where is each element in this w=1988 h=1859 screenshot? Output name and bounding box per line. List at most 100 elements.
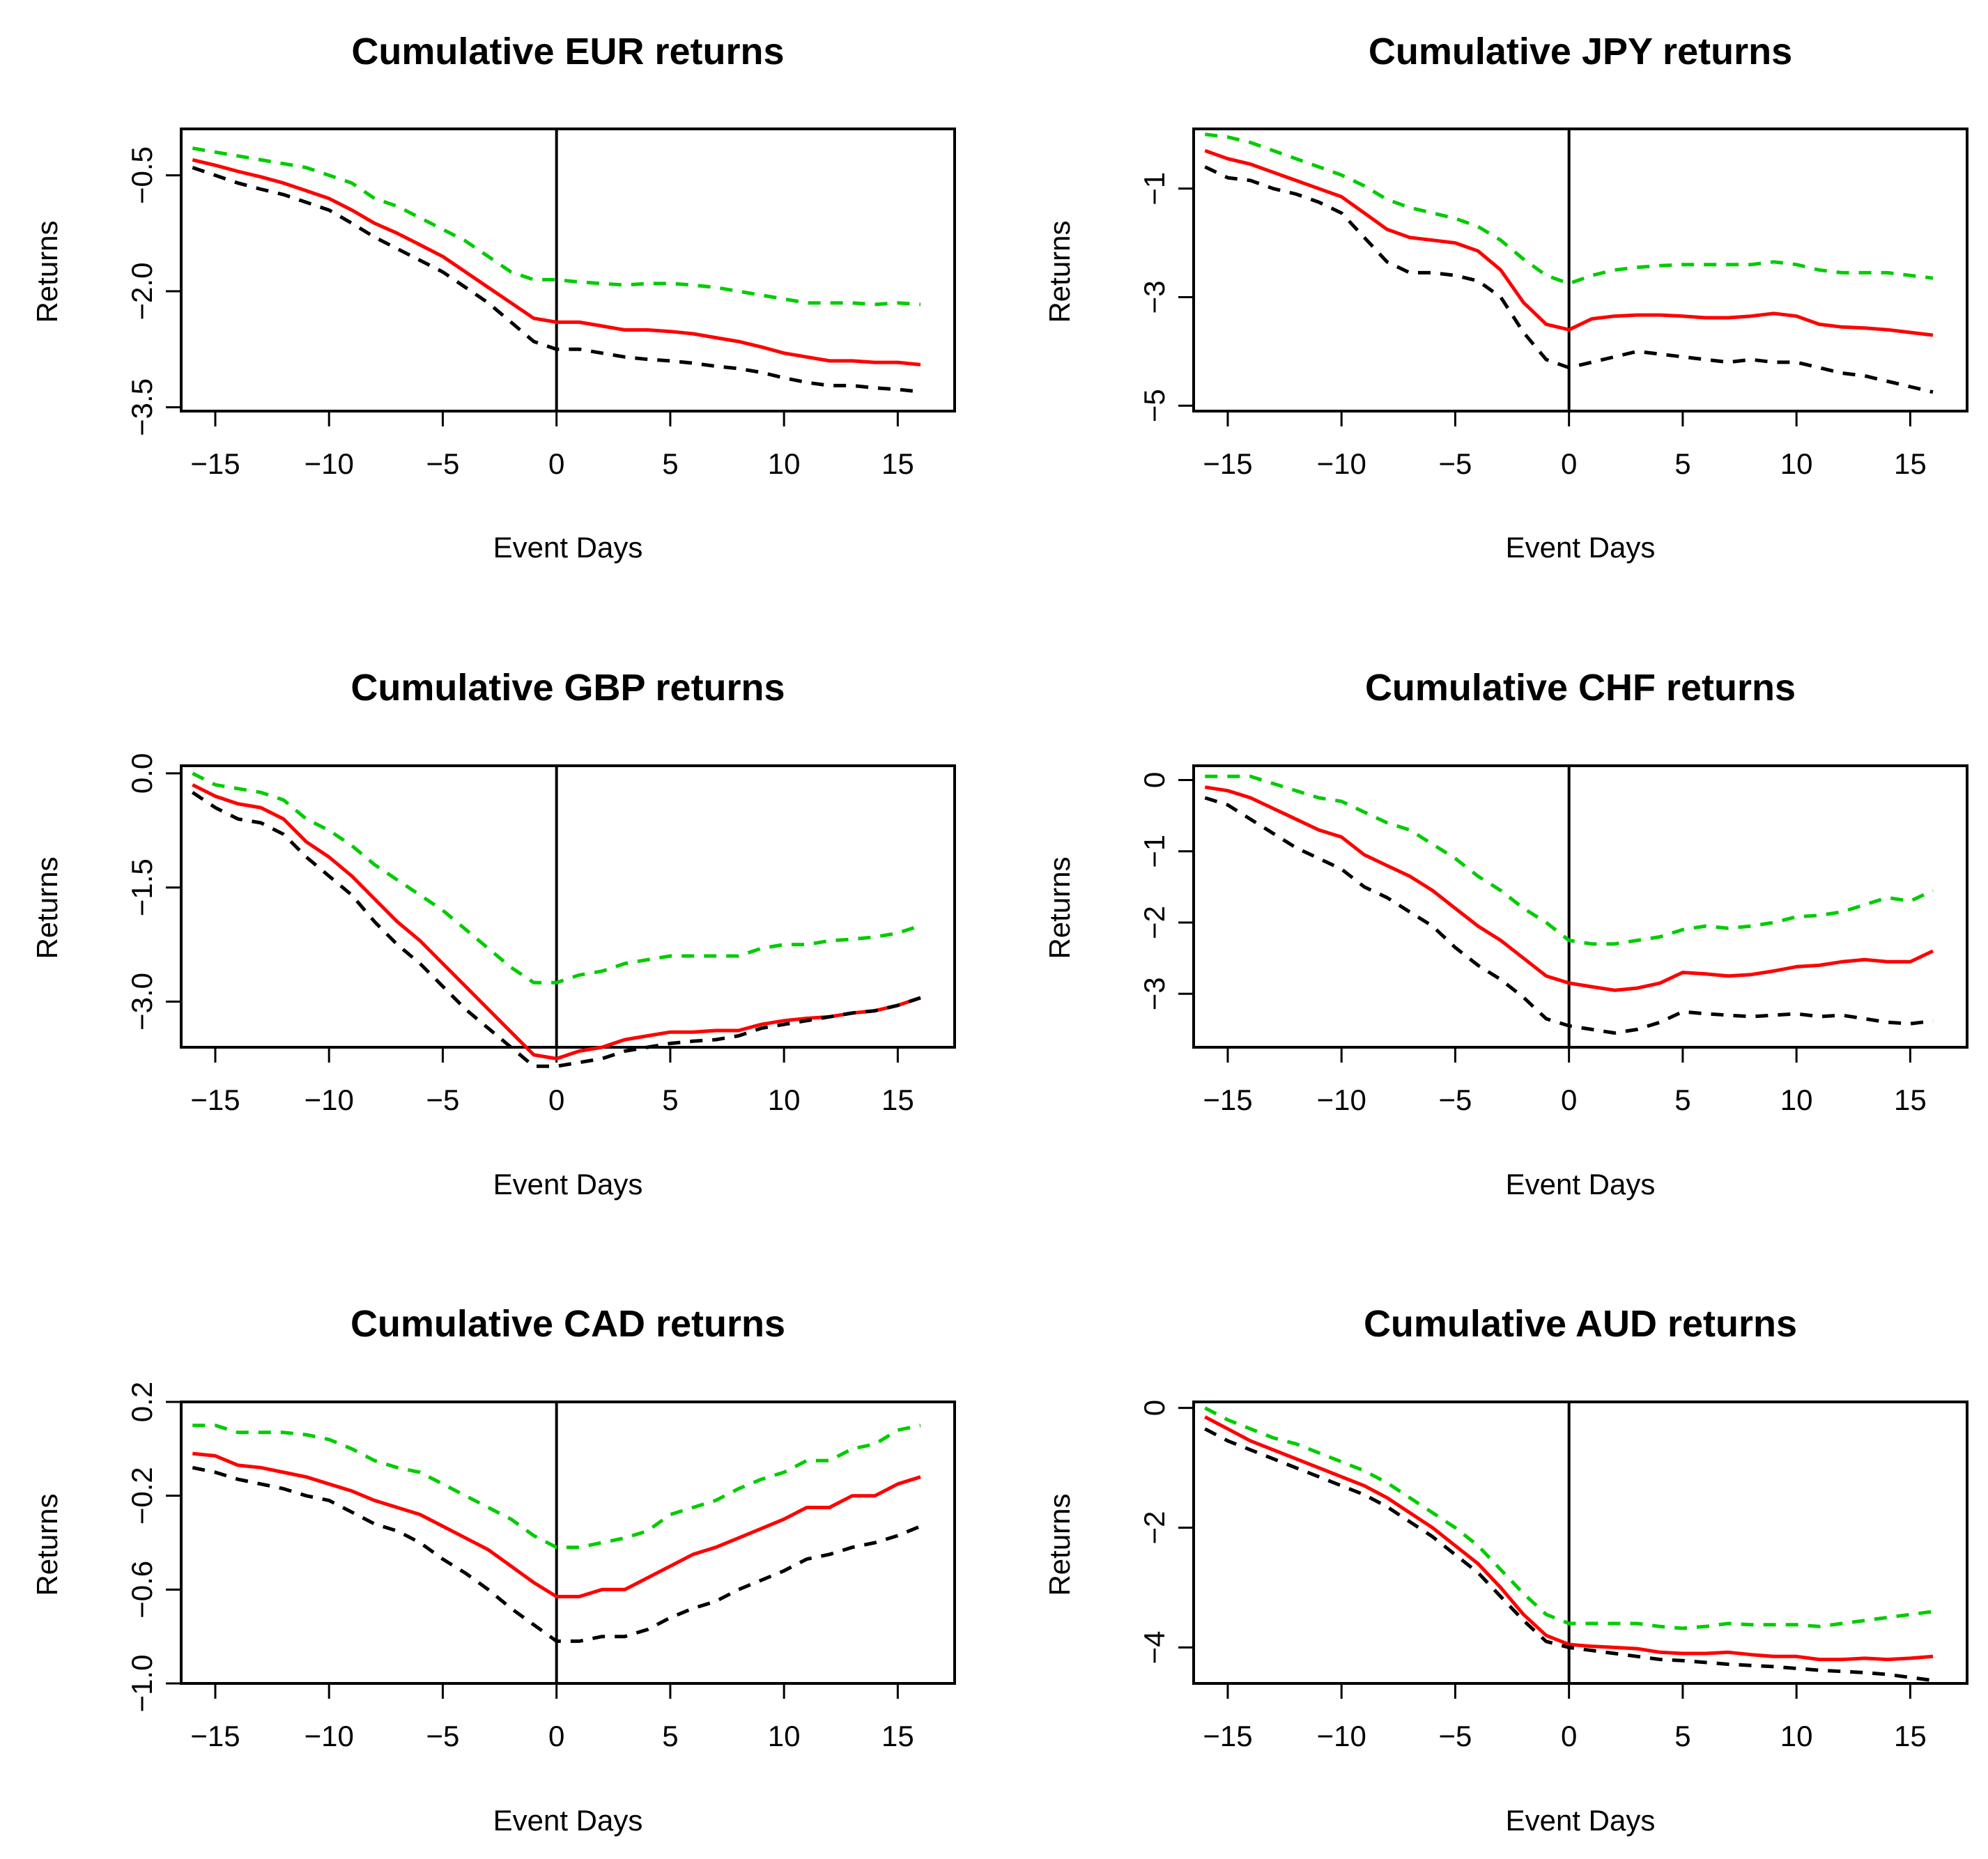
plot-frame <box>1192 764 1968 1049</box>
y-axis: −0.5 −2.0 −3.5 <box>125 146 183 436</box>
x-axis-label: Event Days <box>493 531 643 564</box>
y-axis-label: Returns <box>1043 1493 1076 1596</box>
x-tick-label: −5 <box>426 1083 459 1116</box>
y-tick-label: −0.2 <box>125 1467 158 1525</box>
x-axis-label: Event Days <box>1506 1804 1656 1837</box>
x-tick-label: −5 <box>1438 1720 1472 1752</box>
y-axis-label: Returns <box>31 1493 63 1596</box>
plot-area: −15 −10 −5 0 5 10 15 −1 −3 −5 <box>1138 128 1968 480</box>
plot-frame <box>180 764 956 1049</box>
x-tick-label: 0 <box>1561 1083 1577 1116</box>
x-tick-label: 5 <box>1674 447 1690 480</box>
y-tick-label: −3 <box>1138 977 1171 1010</box>
y-tick-label: −3 <box>1138 280 1171 314</box>
series-lower-line <box>192 166 921 394</box>
panel-eur: Cumulative EUR returns −15 −10 −5 0 5 10 15 −0.… <box>31 31 956 564</box>
x-tick-label: −15 <box>190 447 240 480</box>
x-axis: −15 −10 −5 0 5 10 15 <box>1203 1682 1927 1752</box>
y-tick-label: −2 <box>1138 906 1171 939</box>
x-tick-label: 10 <box>1780 1083 1813 1116</box>
y-tick-label: −1.0 <box>125 1655 158 1713</box>
x-tick-label: 15 <box>881 447 914 480</box>
y-axis: 0.2 −0.2 −0.6 −1.0 <box>125 1382 183 1713</box>
panel-title: Cumulative AUD returns <box>1364 1303 1797 1345</box>
x-tick-label: −5 <box>1438 1083 1472 1116</box>
x-tick-label: 5 <box>662 1083 678 1116</box>
x-tick-label: 0 <box>548 1720 564 1752</box>
x-tick-label: 10 <box>1780 1720 1813 1752</box>
x-axis: −15 −10 −5 0 5 10 15 <box>1203 1046 1927 1116</box>
y-axis: 0 −1 −2 −3 <box>1138 772 1195 1010</box>
x-tick-label: 10 <box>768 1720 801 1752</box>
x-tick-label: 5 <box>662 447 678 480</box>
panel-aud: Cumulative AUD returns −15 −10 −5 0 5 10 15 0 −2… <box>1043 1303 1968 1837</box>
x-tick-label: 5 <box>662 1720 678 1752</box>
x-tick-label: −15 <box>190 1720 240 1752</box>
series-mean-line <box>1204 148 1934 337</box>
panel-gbp: Cumulative GBP returns −15 −10 −5 0 5 10 15 0.0… <box>31 667 956 1201</box>
x-axis-label: Event Days <box>1506 531 1656 564</box>
series-upper-line <box>192 771 921 985</box>
y-tick-label: −1 <box>1138 835 1171 868</box>
x-tick-label: 15 <box>881 1720 914 1752</box>
y-tick-label: −0.6 <box>125 1561 158 1619</box>
x-tick-label: −10 <box>1317 447 1366 480</box>
y-tick-label: −5 <box>1138 389 1171 422</box>
plot-frame <box>1192 128 1968 412</box>
x-axis: −15 −10 −5 0 5 10 15 <box>190 1046 914 1116</box>
series-mean-line <box>192 1451 921 1598</box>
x-tick-label: 0 <box>1561 1720 1577 1752</box>
x-tick-label: −10 <box>305 1083 354 1116</box>
x-axis: −15 −10 −5 0 5 10 15 <box>1203 410 1927 480</box>
series-lower-line <box>1204 796 1934 1035</box>
y-axis-label: Returns <box>31 220 63 323</box>
x-tick-label: −15 <box>190 1083 240 1116</box>
x-axis: −15 −10 −5 0 5 10 15 <box>190 410 914 480</box>
x-tick-label: 15 <box>1894 1083 1927 1116</box>
y-tick-label: −0.5 <box>125 146 158 204</box>
x-tick-label: −15 <box>1203 1720 1252 1752</box>
x-tick-label: −15 <box>1203 1083 1252 1116</box>
plot-area: −15 −10 −5 0 5 10 15 0 −2 −4 <box>1138 1400 1968 1752</box>
panel-title: Cumulative EUR returns <box>351 31 784 72</box>
y-tick-label: 0.2 <box>125 1382 158 1422</box>
series-upper-line <box>192 146 921 307</box>
series-lower-line <box>1204 1427 1934 1683</box>
x-tick-label: 0 <box>548 1083 564 1116</box>
series-mean-line <box>192 157 921 367</box>
x-tick-label: −15 <box>1203 447 1252 480</box>
x-tick-label: −10 <box>305 1720 354 1752</box>
x-axis: −15 −10 −5 0 5 10 15 <box>190 1682 914 1752</box>
series-lower-line <box>191 791 921 1068</box>
panel-jpy: Cumulative JPY returns −15 −10 −5 0 5 10 15−1−… <box>1043 31 1968 564</box>
plot-area: −15 −10 −5 0 5 10 15 0.2 −0.2 −0.6 −1.0 <box>125 1382 956 1752</box>
plot-frame <box>180 1401 956 1685</box>
y-tick-label: −1 <box>1138 172 1171 206</box>
plot-area: −15 −10 −5 0 5 10 15 0.0 −1.5 −3.0 <box>125 753 956 1116</box>
x-tick-label: 0 <box>1561 447 1577 480</box>
y-tick-label: 0 <box>1138 1400 1171 1416</box>
x-tick-label: 10 <box>768 447 801 480</box>
y-axis-label: Returns <box>1043 856 1076 959</box>
panel-title: Cumulative GBP returns <box>350 667 785 709</box>
plot-frame <box>180 128 956 412</box>
x-tick-label: −5 <box>426 1720 459 1752</box>
series-upper-line <box>1204 1406 1934 1630</box>
plot-frame <box>1192 1401 1968 1685</box>
x-tick-label: −5 <box>426 447 459 480</box>
y-tick-label: −1.5 <box>125 858 158 916</box>
x-tick-label: −10 <box>1317 1083 1366 1116</box>
x-tick-label: −10 <box>305 447 354 480</box>
y-tick-label: −2 <box>1138 1511 1171 1545</box>
y-axis: −1 −3 −5 <box>1138 172 1195 422</box>
y-tick-label: −3.5 <box>125 378 158 436</box>
x-tick-label: 15 <box>881 1083 914 1116</box>
series-mean-line <box>1204 785 1934 992</box>
x-tick-label: 5 <box>1674 1083 1690 1116</box>
x-tick-label: 5 <box>1674 1720 1690 1752</box>
series-upper-line <box>192 1424 921 1550</box>
y-axis: 0.0 −1.5 −3.0 <box>125 753 183 1031</box>
x-tick-label: 10 <box>1780 447 1813 480</box>
y-tick-label: 0.0 <box>125 753 158 794</box>
